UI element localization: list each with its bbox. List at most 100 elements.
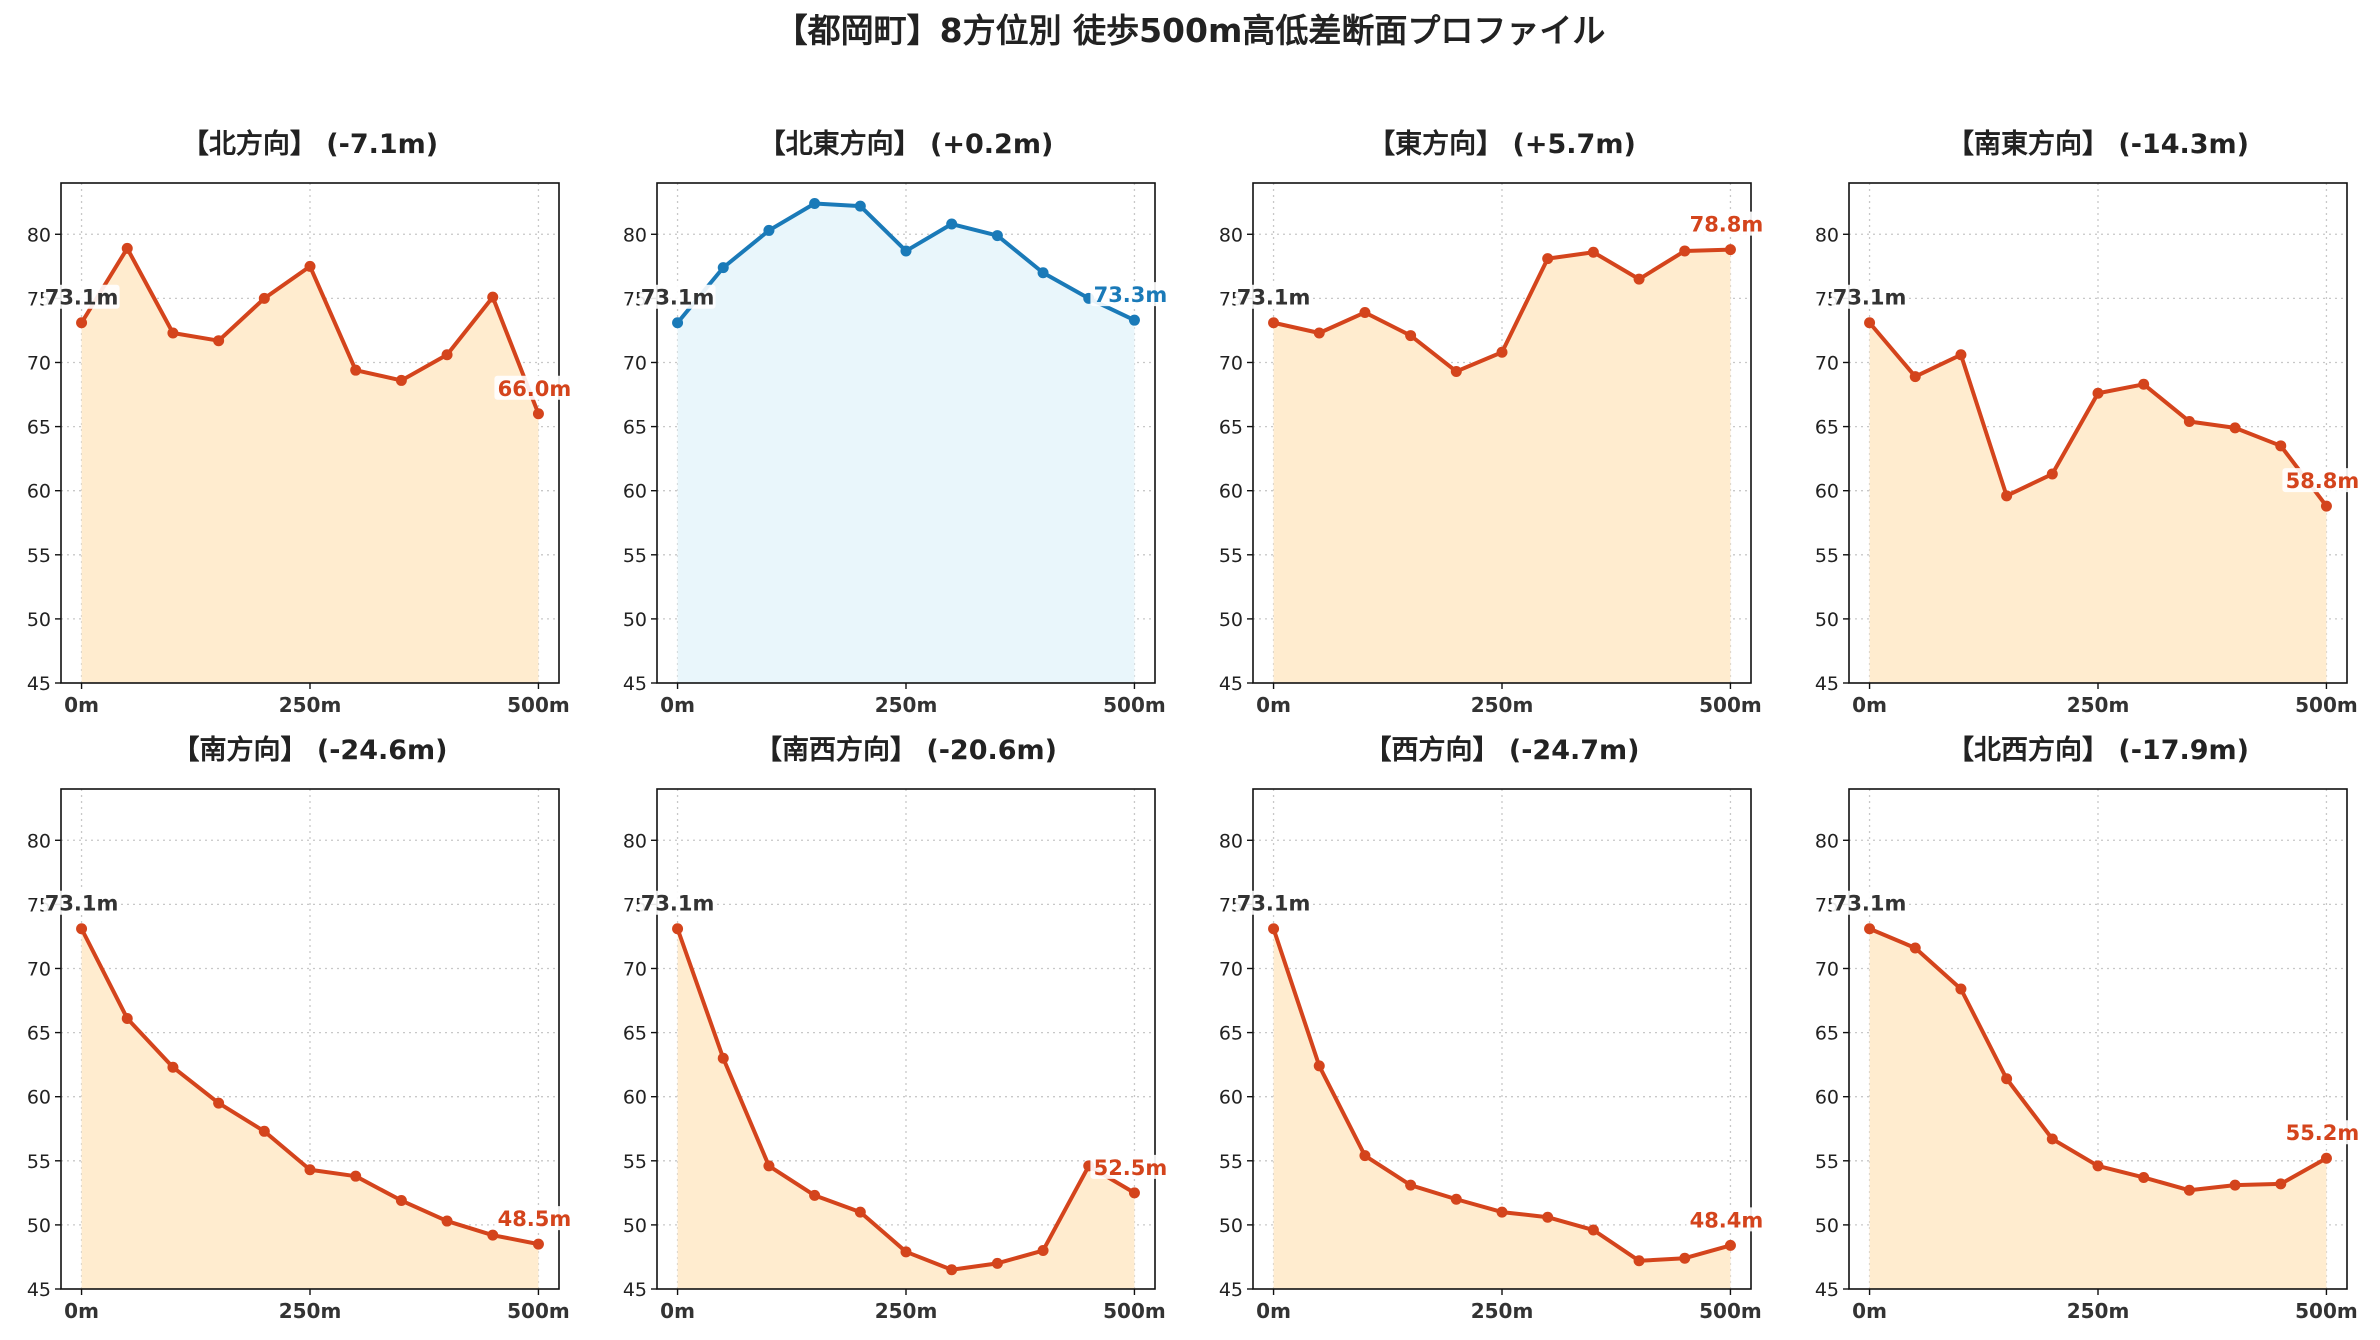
data-point [1313, 327, 1325, 339]
data-point [487, 291, 499, 303]
data-point [2138, 1171, 2150, 1183]
y-tick-label: 45 [1219, 673, 1243, 695]
start-elevation-label: 73.1m [1833, 892, 1907, 916]
data-point [1496, 346, 1508, 358]
data-point [1633, 1255, 1645, 1267]
start-elevation-label: 73.1m [641, 892, 715, 916]
elevation-area [677, 928, 1135, 1289]
data-point [1909, 371, 1921, 383]
y-tick-label: 45 [27, 673, 51, 695]
data-point [946, 218, 958, 230]
y-tick-label: 70 [623, 958, 647, 980]
panel-title: 【南方向】 (-24.6m) [172, 734, 447, 766]
data-point [1724, 1239, 1736, 1251]
x-tick-label: 0m [660, 693, 695, 717]
y-tick-label: 50 [27, 1215, 51, 1237]
x-tick-label: 500m [2295, 1299, 2358, 1323]
data-point [1405, 330, 1417, 342]
elevation-area [1273, 249, 1731, 683]
data-point [717, 262, 729, 274]
data-point [1313, 1060, 1325, 1072]
data-point [1679, 245, 1691, 257]
data-point [213, 1097, 225, 1109]
end-elevation-label: 52.5m [1094, 1156, 1168, 1180]
elevation-area [81, 928, 539, 1289]
start-elevation-label: 73.1m [45, 892, 119, 916]
data-point [854, 200, 866, 212]
y-tick-label: 50 [1815, 1215, 1839, 1237]
data-point [441, 1215, 453, 1227]
end-label-bg [1686, 211, 1767, 236]
x-tick-label: 500m [1699, 693, 1762, 717]
x-tick-label: 250m [279, 693, 342, 717]
data-point [809, 198, 821, 210]
data-point [76, 317, 88, 329]
start-label-bg [1235, 890, 1312, 915]
elevation-area [1273, 928, 1731, 1289]
y-tick-label: 45 [1815, 673, 1839, 695]
data-point [1128, 1187, 1140, 1199]
y-tick-label: 55 [1815, 545, 1839, 567]
x-tick-label: 250m [2067, 693, 2130, 717]
data-point [395, 374, 407, 386]
y-tick-label: 70 [623, 352, 647, 374]
y-tick-label: 70 [1219, 958, 1243, 980]
data-point [2229, 422, 2241, 434]
y-tick-label: 80 [1219, 830, 1243, 852]
y-tick-label: 65 [1219, 417, 1243, 439]
data-point [717, 1052, 729, 1064]
y-tick-label: 70 [27, 958, 51, 980]
data-point [2138, 378, 2150, 390]
y-tick-label: 55 [27, 1151, 51, 1173]
data-point [1679, 1252, 1691, 1264]
x-tick-label: 0m [1256, 693, 1291, 717]
data-point [350, 1170, 362, 1182]
x-tick-label: 500m [2295, 693, 2358, 717]
end-label-bg [2282, 1120, 2363, 1145]
data-point [2320, 500, 2332, 512]
x-tick-label: 500m [1103, 1299, 1166, 1323]
data-point [1724, 244, 1736, 256]
y-tick-label: 55 [1219, 545, 1243, 567]
data-point [1128, 314, 1140, 326]
y-tick-label: 65 [1815, 417, 1839, 439]
y-tick-label: 70 [1815, 352, 1839, 374]
y-tick-label: 60 [1815, 1087, 1839, 1109]
end-label-bg [494, 375, 575, 400]
panel-title: 【北西方向】 (-17.9m) [1947, 734, 2249, 766]
y-tick-label: 80 [27, 830, 51, 852]
end-elevation-label: 48.5m [498, 1207, 572, 1231]
y-tick-label: 60 [623, 481, 647, 503]
y-tick-label: 45 [27, 1279, 51, 1301]
y-tick-label: 70 [1815, 958, 1839, 980]
data-point [1542, 253, 1554, 265]
data-point [1359, 306, 1371, 318]
y-tick-label: 55 [623, 1151, 647, 1173]
panel-title: 【東方向】 (+5.7m) [1368, 128, 1636, 160]
data-point [2092, 1160, 2104, 1172]
panel-title: 【北方向】 (-7.1m) [182, 128, 438, 160]
start-label-bg [43, 284, 120, 309]
y-tick-label: 65 [1815, 1023, 1839, 1045]
start-elevation-label: 73.1m [1833, 286, 1907, 310]
data-point [763, 224, 775, 236]
y-tick-label: 50 [1219, 609, 1243, 631]
data-point [304, 1164, 316, 1176]
data-point [1450, 365, 1462, 377]
x-tick-label: 0m [1852, 693, 1887, 717]
x-tick-label: 250m [875, 1299, 938, 1323]
data-point [1496, 1206, 1508, 1218]
y-tick-label: 80 [1219, 224, 1243, 246]
data-point [1864, 317, 1876, 329]
y-tick-label: 50 [623, 609, 647, 631]
end-label-bg [494, 1206, 575, 1231]
data-point [2046, 1133, 2058, 1145]
start-elevation-label: 73.1m [641, 286, 715, 310]
data-point [1037, 267, 1049, 279]
data-point [763, 1160, 775, 1172]
data-point [2229, 1179, 2241, 1191]
